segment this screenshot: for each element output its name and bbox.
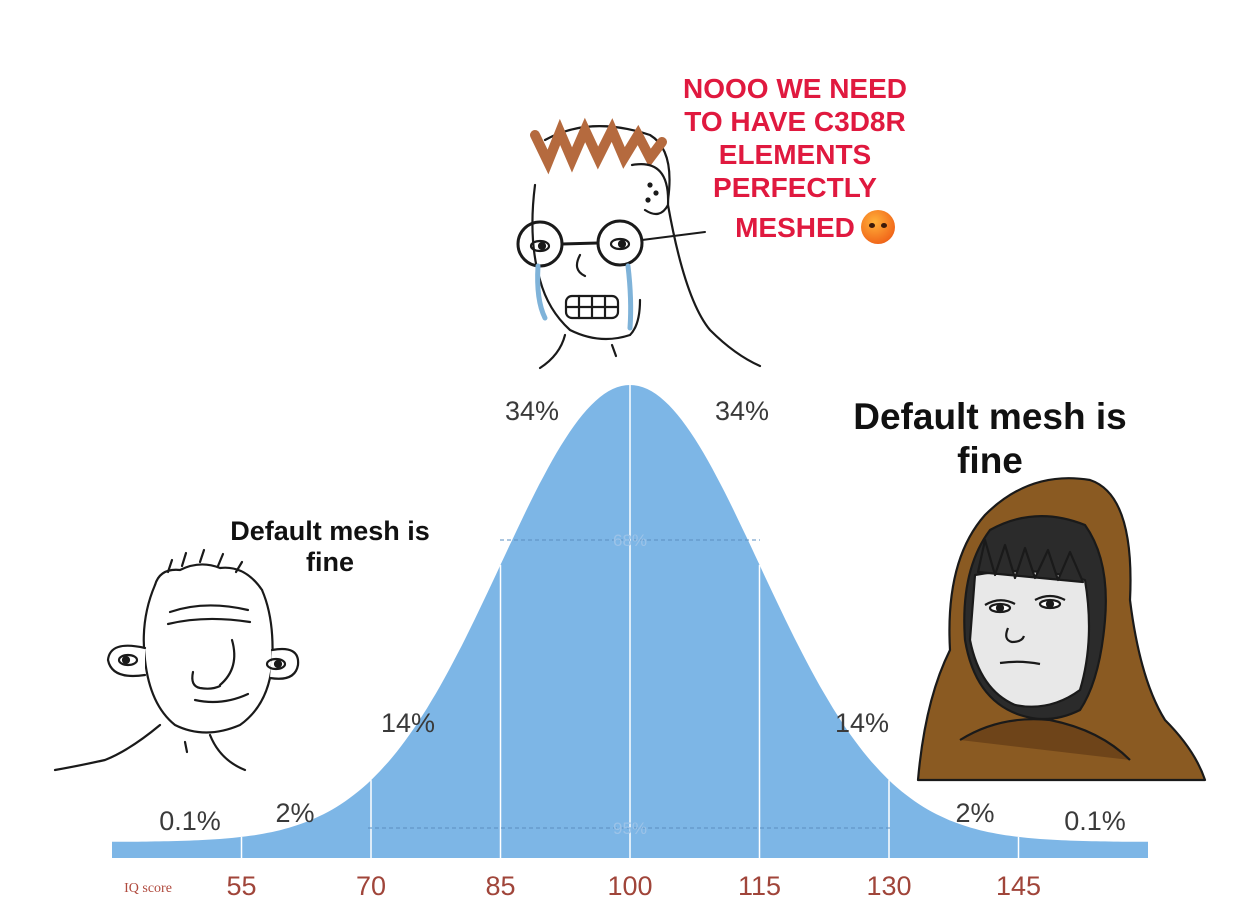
x-tick-label: 85 — [485, 871, 515, 901]
simple-wojak — [53, 548, 300, 772]
x-tick-label: 55 — [226, 871, 256, 901]
x-tick-label: 115 — [738, 871, 781, 901]
angry-face-icon — [860, 210, 895, 245]
x-tick-label: 145 — [996, 871, 1041, 901]
segment-label: 34% — [505, 396, 559, 426]
caption-top-line: ELEMENTS — [718, 139, 872, 171]
caption-top-line: MESHED — [660, 210, 930, 245]
inner-label-68: 68% — [613, 531, 647, 550]
caption-top-line: PERFECTLY — [713, 172, 877, 204]
caption-right: Default mesh is fine — [853, 396, 1127, 482]
x-tick-label: 70 — [356, 871, 386, 901]
segment-label: 14% — [381, 708, 435, 738]
hooded-wojak — [916, 477, 1207, 782]
sd-lines — [240, 385, 1020, 862]
inner-label-95: 95% — [613, 819, 647, 838]
x-axis-label: IQ score — [124, 881, 172, 896]
segment-label: 2% — [275, 798, 314, 828]
x-tick-label: 100 — [607, 871, 652, 901]
caption-top-line: TO HAVE C3D8R — [684, 106, 906, 138]
caption-top-line: NOOO WE NEED — [682, 73, 907, 104]
segment-label: 14% — [835, 708, 889, 738]
segment-label: 0.1% — [1064, 806, 1126, 836]
caption-top: NOOO WE NEED TO HAVE C3D8R ELEMENTS PERF… — [660, 72, 930, 245]
x-tick-label: 130 — [866, 871, 911, 901]
x-ticks: 55 70 85 100 115 130 145 — [226, 871, 1041, 901]
segment-label: 2% — [955, 798, 994, 828]
segment-label: 34% — [715, 396, 769, 426]
segment-label: 0.1% — [159, 806, 221, 836]
crying-nerd-wojak — [516, 117, 762, 370]
caption-top-word: MESHED — [735, 212, 855, 244]
caption-left: Default mesh is fine — [230, 516, 430, 578]
